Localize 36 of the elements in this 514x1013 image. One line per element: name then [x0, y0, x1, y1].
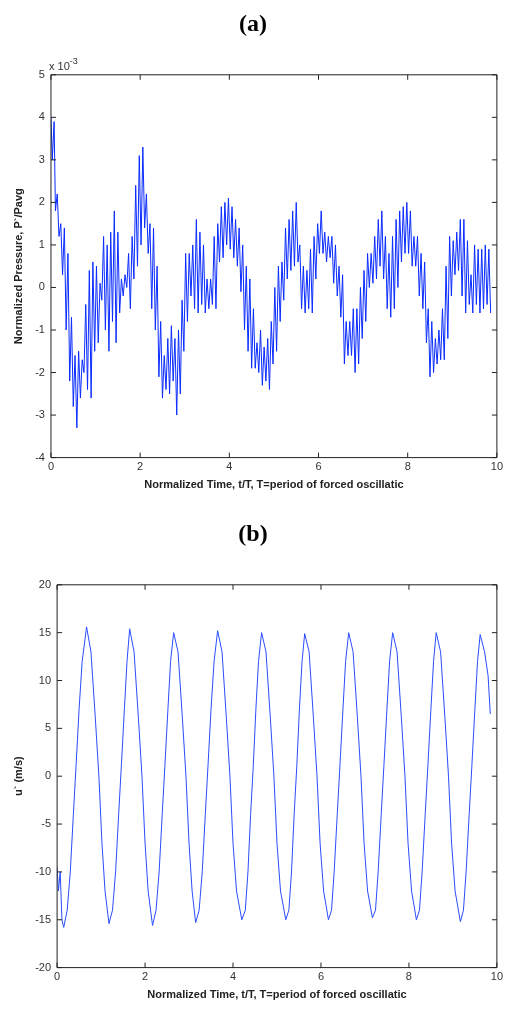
y-tick-label: -10	[35, 864, 52, 877]
x-tick-label: 2	[137, 460, 144, 473]
y-tick-label: -1	[35, 323, 45, 336]
y-axis-title: u` (m/s)	[11, 756, 24, 797]
y-tick-label: -20	[35, 960, 52, 973]
y-tick-label: -2	[35, 365, 45, 378]
x-axis-title: Normalized Time, t/T, T=period of forced oscillatic	[144, 478, 404, 491]
y-tick-label: 10	[38, 673, 52, 686]
y-tick-label: 4	[38, 110, 45, 123]
y-tick-label: 20	[38, 577, 52, 590]
y-tick-label: 5	[44, 721, 52, 734]
y-tick-label: -5	[41, 817, 52, 830]
y-axis-title: Normalized Pressure, P`/Pavg	[11, 188, 24, 345]
x-tick-label: 8	[405, 970, 412, 983]
y-tick-label: 0	[44, 769, 52, 782]
y-tick-label: -4	[35, 450, 45, 463]
y-tick-label: 2	[38, 195, 45, 208]
x-tick-label: 0	[54, 970, 61, 983]
x-tick-label: 10	[490, 460, 504, 473]
y-tick-label: -15	[35, 912, 52, 925]
chart-title: (b)	[238, 519, 268, 546]
x-tick-label: 4	[226, 460, 233, 473]
y-tick-label: 1	[38, 237, 45, 250]
y-tick-label: 3	[38, 152, 45, 165]
x-tick-label: 4	[229, 970, 237, 983]
x-tick-label: 6	[315, 460, 322, 473]
y-tick-label: -3	[35, 408, 45, 421]
x-tick-label: 8	[404, 460, 411, 473]
chart-title: (a)	[239, 9, 267, 36]
y-tick-label: 5	[38, 67, 45, 80]
y-tick-label: 15	[38, 625, 52, 638]
x-tick-label: 6	[317, 970, 325, 983]
x-axis-title: Normalized Time, t/T, T=period of forced oscillatic	[147, 988, 407, 1001]
x-tick-label: 2	[141, 970, 149, 983]
y-tick-label: 0	[38, 280, 45, 293]
x-tick-label: 10	[490, 970, 504, 983]
